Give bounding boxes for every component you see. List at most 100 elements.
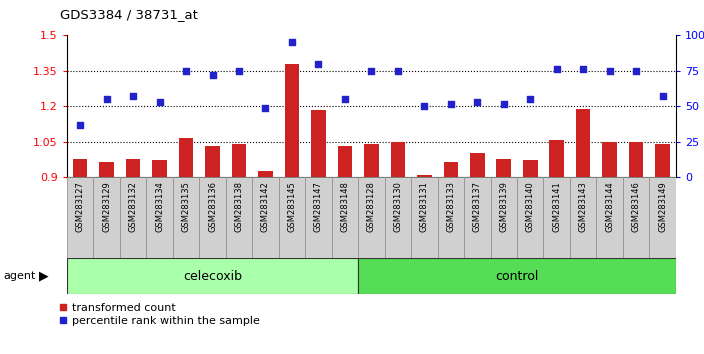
Bar	[252, 177, 279, 258]
Text: GDS3384 / 38731_at: GDS3384 / 38731_at	[60, 8, 198, 21]
Text: GSM283149: GSM283149	[658, 181, 667, 232]
Bar	[94, 177, 120, 258]
Point	[657, 93, 668, 99]
Bar	[332, 177, 358, 258]
Point	[392, 68, 403, 74]
Text: GSM283139: GSM283139	[499, 181, 508, 232]
Text: control: control	[496, 270, 539, 282]
Bar	[649, 177, 676, 258]
Bar	[305, 177, 332, 258]
Text: GSM283133: GSM283133	[446, 181, 455, 232]
Bar	[338, 146, 352, 177]
Legend: transformed count, percentile rank within the sample: transformed count, percentile rank withi…	[58, 303, 260, 326]
Point	[631, 68, 642, 74]
Bar	[417, 175, 432, 177]
Point	[207, 72, 218, 78]
Bar	[279, 177, 305, 258]
Point	[313, 61, 324, 67]
Text: ▶: ▶	[39, 270, 49, 282]
Bar	[491, 177, 517, 258]
Text: celecoxib: celecoxib	[183, 270, 242, 282]
Bar	[391, 142, 405, 177]
Point	[498, 101, 510, 107]
Bar	[179, 138, 194, 177]
Bar	[358, 258, 676, 294]
Bar	[411, 177, 438, 258]
Bar	[120, 177, 146, 258]
Text: agent: agent	[4, 271, 36, 281]
Bar	[438, 177, 464, 258]
Text: GSM283148: GSM283148	[340, 181, 349, 232]
Bar	[67, 177, 94, 258]
Text: GSM283137: GSM283137	[473, 181, 482, 232]
Text: GSM283145: GSM283145	[287, 181, 296, 232]
Bar	[364, 144, 379, 177]
Bar	[152, 160, 167, 177]
Point	[365, 68, 377, 74]
Bar	[570, 177, 596, 258]
Text: GSM283135: GSM283135	[182, 181, 191, 232]
Text: GSM283144: GSM283144	[605, 181, 614, 232]
Bar	[596, 177, 623, 258]
Point	[233, 68, 244, 74]
Text: GSM283141: GSM283141	[552, 181, 561, 232]
Text: GSM283131: GSM283131	[420, 181, 429, 232]
Point	[260, 105, 271, 110]
Point	[604, 68, 615, 74]
Bar	[543, 177, 570, 258]
Bar	[576, 109, 591, 177]
Text: GSM283146: GSM283146	[631, 181, 641, 232]
Text: GSM283129: GSM283129	[102, 181, 111, 232]
Bar	[523, 160, 537, 177]
Text: GSM283136: GSM283136	[208, 181, 217, 232]
Text: GSM283127: GSM283127	[75, 181, 84, 232]
Point	[419, 103, 430, 109]
Bar	[629, 142, 643, 177]
Text: GSM283140: GSM283140	[526, 181, 535, 232]
Bar	[384, 177, 411, 258]
Point	[287, 40, 298, 45]
Bar	[206, 146, 220, 177]
Text: GSM283132: GSM283132	[129, 181, 137, 232]
Bar	[232, 144, 246, 177]
Bar	[284, 64, 299, 177]
Point	[339, 96, 351, 102]
Bar	[99, 162, 114, 177]
Bar	[199, 177, 226, 258]
Point	[180, 68, 191, 74]
Bar	[146, 177, 172, 258]
Bar	[311, 110, 326, 177]
Bar	[549, 141, 564, 177]
Text: GSM283130: GSM283130	[394, 181, 403, 232]
Bar	[655, 144, 670, 177]
Bar	[226, 177, 252, 258]
Bar	[172, 177, 199, 258]
Bar	[444, 162, 458, 177]
Bar	[126, 159, 140, 177]
Bar	[603, 142, 617, 177]
Text: GSM283128: GSM283128	[367, 181, 376, 232]
Bar	[470, 153, 484, 177]
Point	[472, 99, 483, 105]
Text: GSM283134: GSM283134	[155, 181, 164, 232]
Point	[524, 96, 536, 102]
Text: GSM283138: GSM283138	[234, 181, 244, 232]
Bar	[358, 177, 384, 258]
Point	[127, 93, 139, 99]
Bar	[623, 177, 649, 258]
Text: GSM283147: GSM283147	[314, 181, 323, 232]
Text: GSM283142: GSM283142	[261, 181, 270, 232]
Bar	[258, 171, 272, 177]
Text: GSM283143: GSM283143	[579, 181, 588, 232]
Point	[101, 96, 112, 102]
Point	[154, 99, 165, 105]
Point	[75, 122, 86, 127]
Point	[551, 67, 562, 72]
Bar	[464, 177, 491, 258]
Point	[577, 67, 589, 72]
Bar	[517, 177, 543, 258]
Point	[445, 101, 456, 107]
Bar	[496, 159, 511, 177]
Bar	[67, 258, 358, 294]
Bar	[73, 159, 87, 177]
